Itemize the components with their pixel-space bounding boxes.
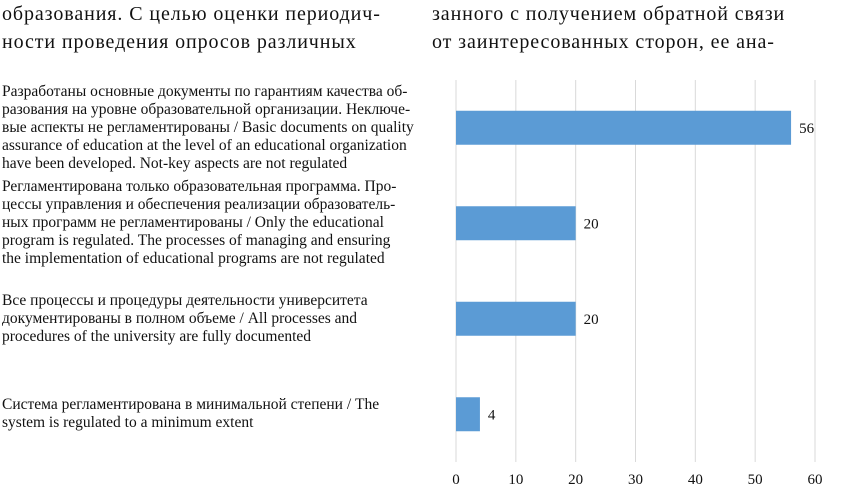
body-text-line: образования. С целью оценки периодич- bbox=[2, 3, 381, 25]
category-label-line: the implementation of educational progra… bbox=[2, 250, 385, 268]
body-text-left-column: образования. С целью оценки периодич- но… bbox=[2, 0, 412, 56]
category-label: Регламентирована только образовательная … bbox=[2, 178, 442, 268]
category-label: Все процессы и процедуры деятельности ун… bbox=[2, 292, 442, 346]
data-label: 20 bbox=[584, 312, 599, 328]
data-label: 56 bbox=[799, 121, 815, 137]
category-label-line: Система регламентирована в минимальной с… bbox=[2, 396, 380, 414]
category-label-line: procedures of the university are fully d… bbox=[2, 327, 312, 345]
category-label-line: вые аспекты не регламентированы / Basic … bbox=[2, 118, 414, 136]
chart-x-tick-labels: 0 10 20 30 40 50 60 bbox=[452, 472, 822, 488]
chart-bars bbox=[456, 110, 792, 432]
body-text-line: ности проведения опросов различных bbox=[2, 31, 357, 53]
chart-data-labels: 56 20 20 4 bbox=[488, 121, 815, 424]
bar bbox=[456, 397, 480, 432]
category-label: Система регламентирована в минимальной с… bbox=[2, 396, 442, 432]
body-text-right-column: занного с получением обратной связи от з… bbox=[432, 0, 844, 56]
x-tick-label: 0 bbox=[452, 472, 460, 488]
category-label-line: документированы в полном объеме / All pr… bbox=[2, 309, 358, 327]
bar bbox=[456, 301, 576, 336]
body-text-line: занного с получением обратной связи bbox=[432, 3, 786, 25]
bar bbox=[456, 110, 792, 145]
x-tick-label: 60 bbox=[808, 472, 823, 488]
category-label-line: разования на уровне образовательной орга… bbox=[2, 100, 411, 118]
x-tick-label: 30 bbox=[628, 472, 643, 488]
category-label-line: Все процессы и процедуры деятельности ун… bbox=[2, 291, 368, 309]
data-label: 4 bbox=[488, 407, 496, 423]
category-label-line: assurance of education at the level of a… bbox=[2, 136, 407, 154]
category-label: Разработаны основные документы по гарант… bbox=[2, 83, 442, 173]
category-label-line: Разработаны основные документы по гарант… bbox=[2, 82, 408, 100]
category-label-line: have been developed. Not-key aspects are… bbox=[2, 154, 348, 172]
bar bbox=[456, 206, 576, 241]
body-text-line: от заинтересованных сторон, ее ана- bbox=[432, 31, 775, 53]
category-label-line: program is regulated. The processes of m… bbox=[2, 232, 391, 250]
x-tick-label: 40 bbox=[688, 472, 703, 488]
x-tick-label: 20 bbox=[568, 472, 583, 488]
x-tick-label: 10 bbox=[508, 472, 523, 488]
x-tick-label: 50 bbox=[748, 472, 763, 488]
category-label-line: цессы управления и обеспечения реализаци… bbox=[2, 196, 396, 214]
category-label-line: ных программ не регламентированы / Only … bbox=[2, 214, 384, 232]
data-label: 20 bbox=[584, 216, 599, 232]
category-label-line: Регламентирована только образовательная … bbox=[2, 178, 397, 196]
category-label-line: system is regulated to a minimum extent bbox=[2, 414, 254, 432]
